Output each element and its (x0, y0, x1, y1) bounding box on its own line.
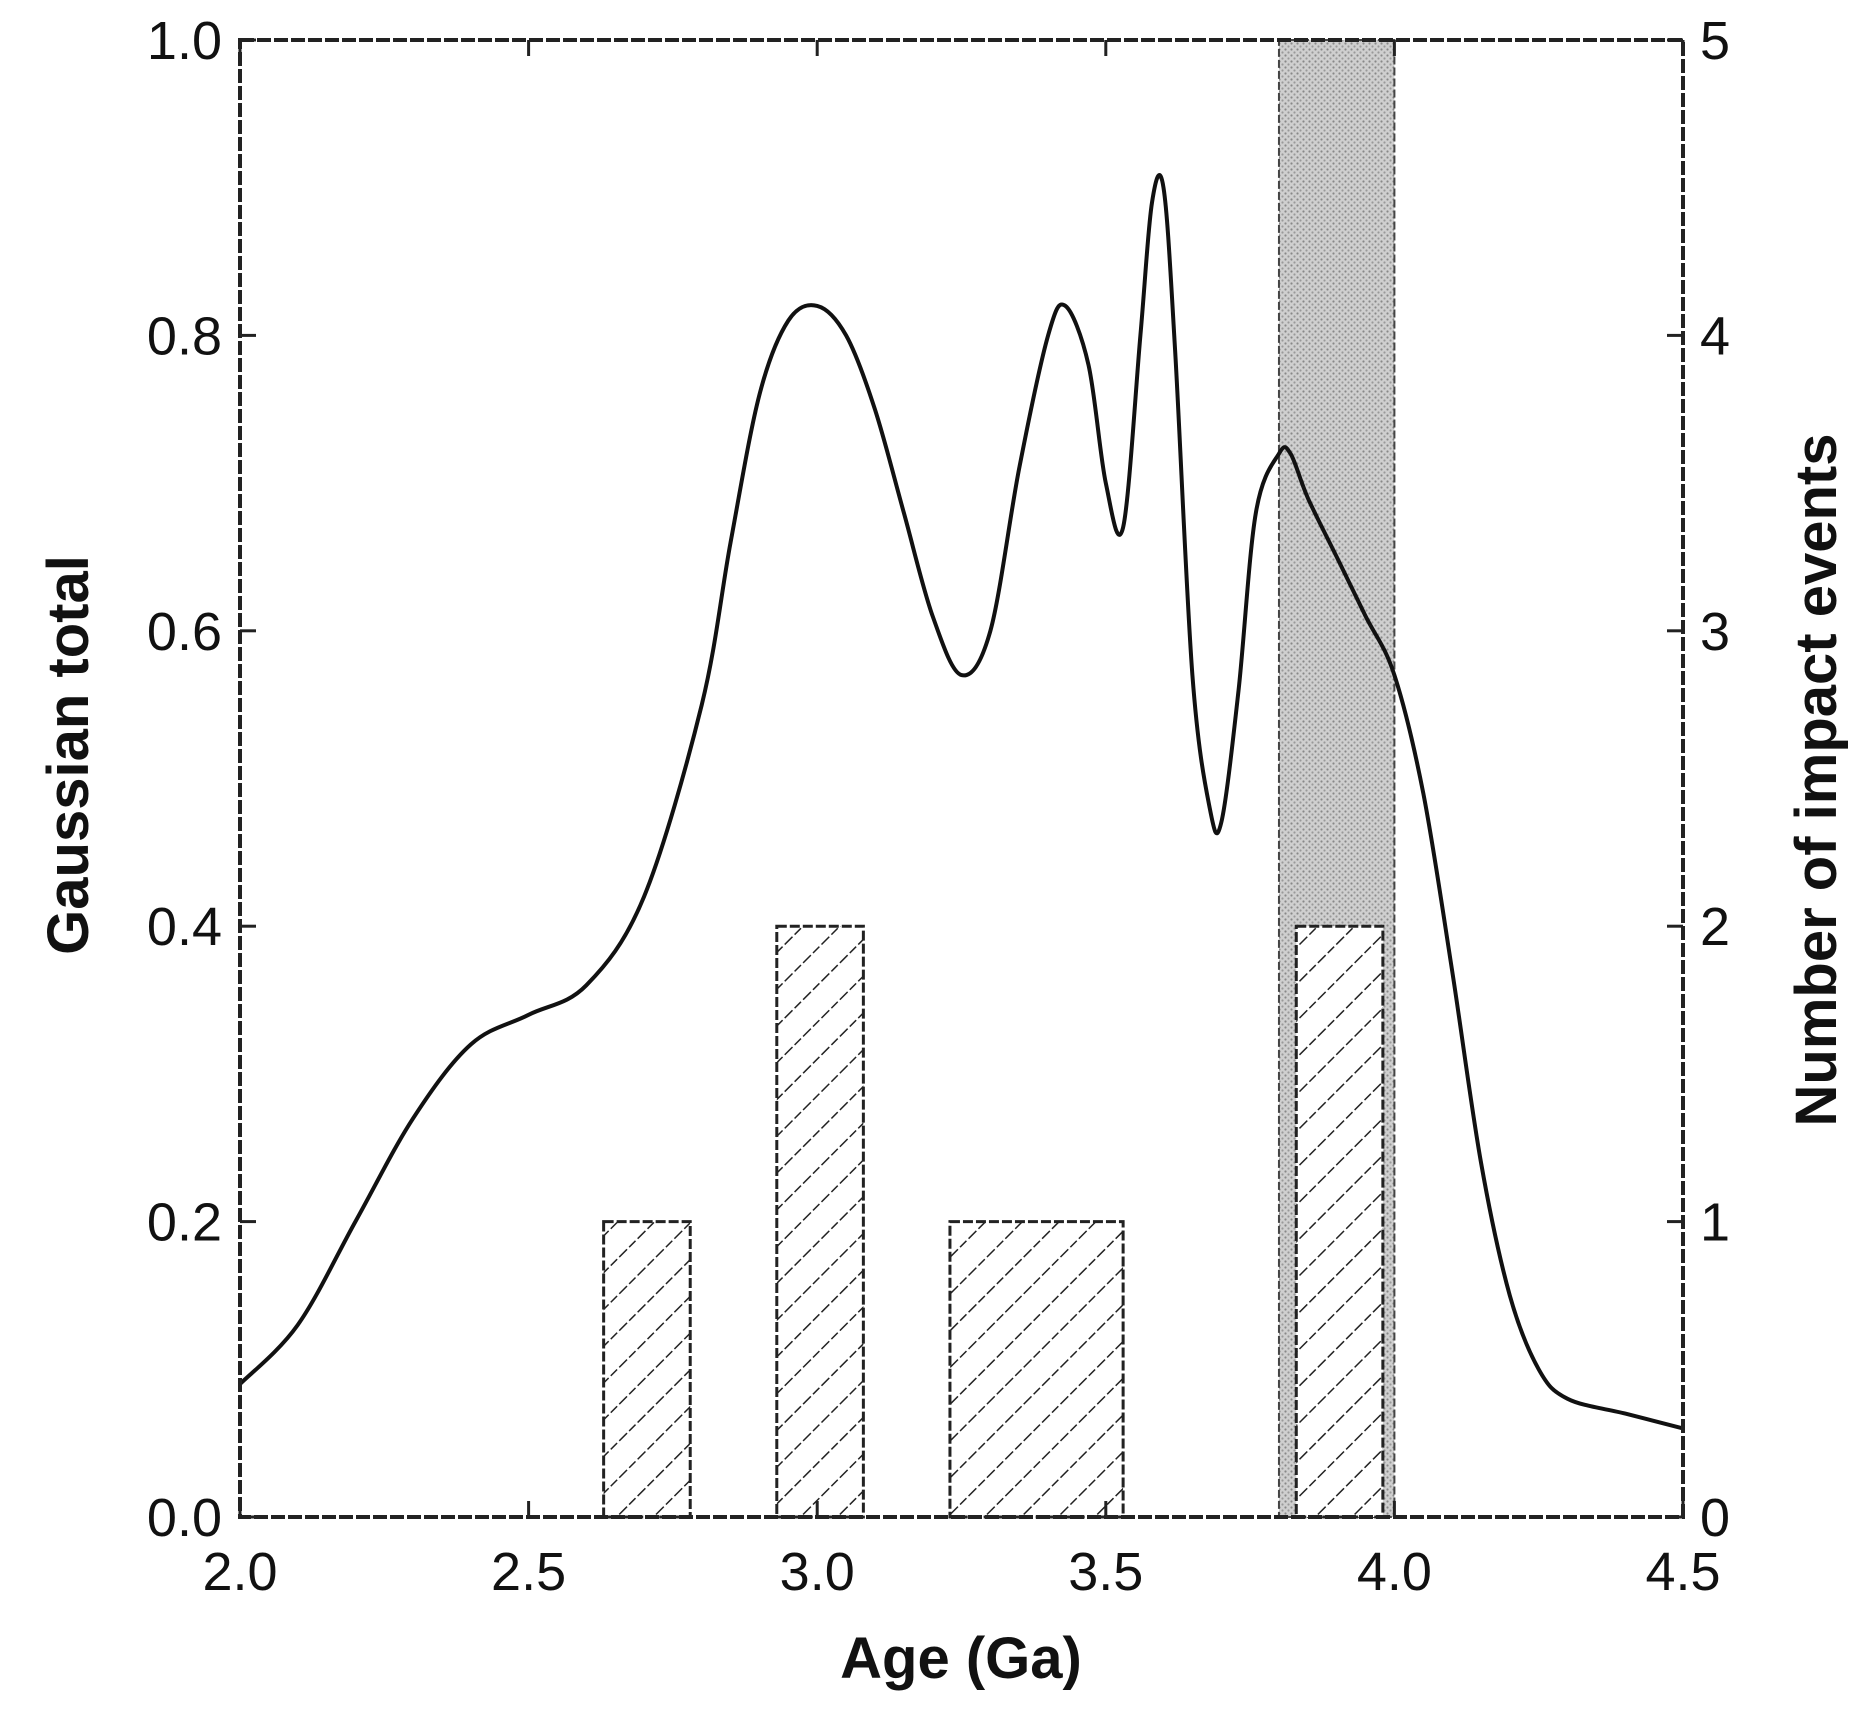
x-tick-label: 3.5 (1068, 1542, 1143, 1602)
bars-layer (602, 924, 1385, 1519)
impact-bar-2 (775, 924, 865, 1519)
x-axis-title: Age (Ga) (840, 1626, 1082, 1691)
y-right-tick-label: 1 (1700, 1193, 1730, 1253)
x-tick-label: 2.5 (491, 1542, 566, 1602)
y-right-tick-label: 3 (1700, 602, 1730, 662)
y-right-tick-label: 5 (1700, 11, 1730, 71)
gaussian-total-curve (238, 173, 1684, 1431)
impact-bar-4 (1294, 924, 1385, 1519)
y-left-tick-label: 0.8 (147, 306, 222, 366)
x-tick-label: 3.0 (780, 1542, 855, 1602)
y-right-tick-label: 0 (1700, 1488, 1730, 1548)
y-left-tick-label: 0.6 (147, 602, 222, 662)
x-tick-label: 4.5 (1645, 1542, 1720, 1602)
y-left-tick-label: 0.4 (147, 897, 222, 957)
x-tick-label: 2.0 (202, 1542, 277, 1602)
y-axis-title-right: Number of impact events (1784, 434, 1849, 1127)
y-left-tick-label: 0.0 (147, 1488, 222, 1548)
y-left-tick-label: 1.0 (147, 11, 222, 71)
impact-bar-1 (602, 1220, 692, 1519)
y-right-tick-label: 2 (1700, 897, 1730, 957)
impact-bar-3 (948, 1220, 1125, 1519)
x-tick-label: 4.0 (1357, 1542, 1432, 1602)
y-right-tick-label: 4 (1700, 306, 1730, 366)
plot-frame (238, 38, 1685, 1519)
curve-layer (238, 173, 1684, 1431)
y-axis-title-left: Gaussian total (36, 555, 101, 955)
y-left-tick-label: 0.2 (147, 1193, 222, 1253)
ticks-layer: 2.0 2.5 3.0 3.5 4.0 4.5 0.0 0.2 0.4 0.6 0.8 1.0 0 1 2 3… (147, 11, 1730, 1602)
